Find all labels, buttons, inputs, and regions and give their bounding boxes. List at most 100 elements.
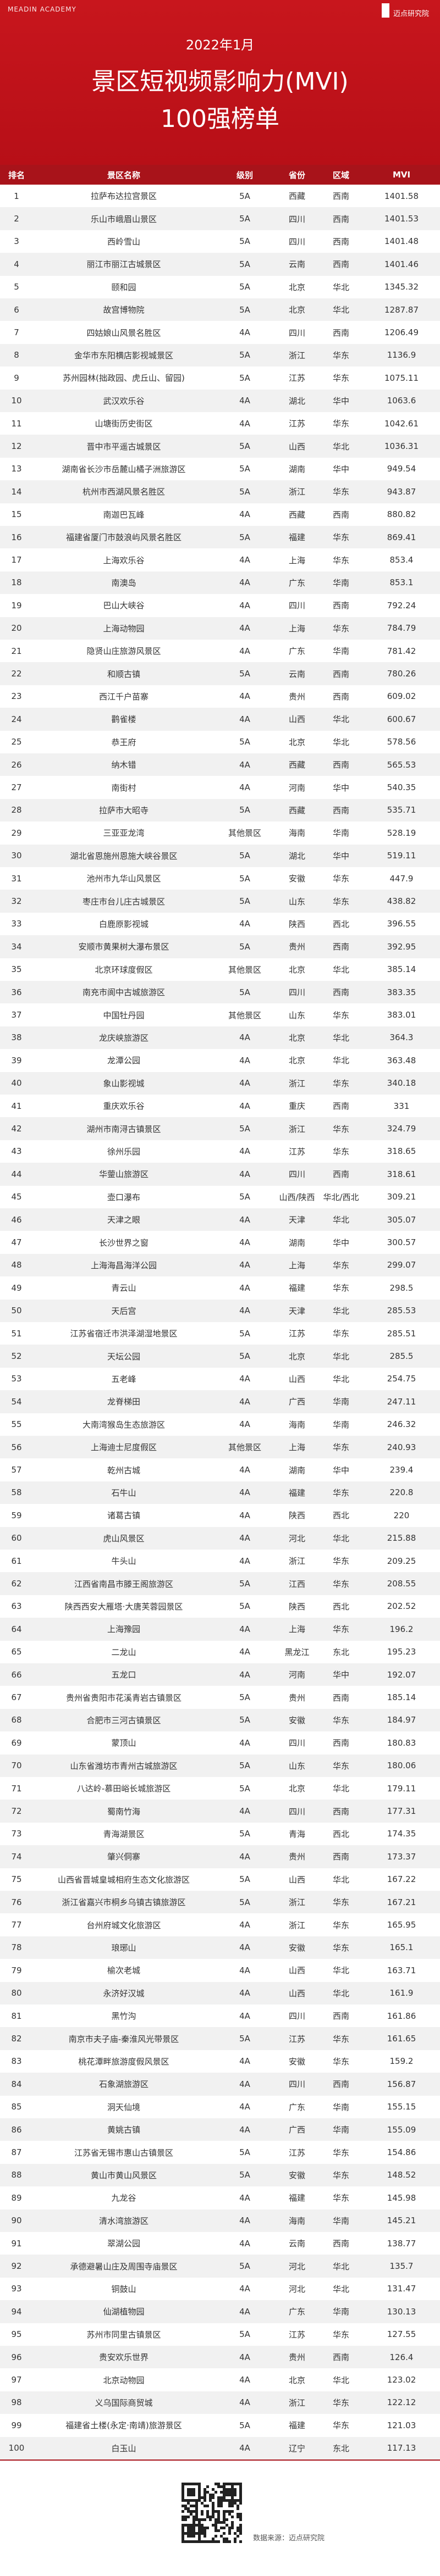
table-row: 16 福建省厦门市鼓浪屿风景名胜区 5A 福建 华东 869.41 (0, 526, 440, 549)
cell: 4A (239, 2238, 250, 2249)
qr-module (217, 2540, 220, 2543)
column-header: 排名 (8, 170, 25, 180)
table-row: 76 浙江省嘉兴市桐乡乌镇古镇旅游区 5A 浙江 华东 167.21 (0, 1891, 440, 1914)
qr-module (190, 2505, 193, 2507)
cell: 北京 (288, 964, 305, 975)
cell: 5A (239, 1351, 250, 1362)
cell: 285.5 (389, 1351, 414, 1362)
cell: 96 (11, 2352, 22, 2362)
table-row: 80 永济好汉城 4A 山西 华北 161.9 (0, 1981, 440, 2005)
cell: 华南 (332, 646, 349, 657)
cell: 华东 (332, 2193, 349, 2203)
cell: 22 (11, 669, 22, 679)
qr-module (187, 2488, 190, 2491)
qr-module (226, 2494, 228, 2496)
header: MEADIN ACADEMY 迈点研究院 2022年1月 景区短视频影响力(MV… (0, 0, 440, 165)
table-row: 52 天坛公园 5A 北京 华北 285.5 (0, 1345, 440, 1368)
cell: 华中 (332, 1670, 349, 1680)
qr-module (231, 2521, 234, 2524)
cell: 华东 (332, 350, 349, 360)
cell: 5 (14, 282, 19, 292)
cell: 西南 (332, 1806, 349, 1817)
qr-module (231, 2505, 234, 2507)
qr-module (209, 2516, 212, 2518)
cell: 华东 (332, 1556, 349, 1567)
cell: 华东 (332, 2056, 349, 2067)
cell: 永济好汉城 (103, 1988, 145, 1998)
table-row: 81 黑竹沟 4A 四川 西南 161.86 (0, 2005, 440, 2027)
cell: 5A (239, 2261, 250, 2272)
cell: 华东 (332, 2170, 349, 2180)
cell: 黑龙江 (284, 1647, 310, 1657)
cell: 239.4 (389, 1465, 414, 1475)
cell: 贵州省贵阳市花溪青岩古镇景区 (65, 1692, 182, 1703)
qr-module (195, 2502, 198, 2505)
cell: 5A (239, 282, 250, 292)
qr-module (184, 2532, 187, 2535)
table-row: 20 上海动物园 4A 上海 华东 784.79 (0, 617, 440, 640)
cell: 华中 (332, 851, 349, 861)
table-row: 78 琅琊山 4A 安徽 华东 165.1 (0, 1936, 440, 1959)
table-row: 34 安顺市黄果树大瀑布景区 5A 贵州 西南 392.95 (0, 935, 440, 958)
cell: 54 (11, 1396, 22, 1407)
cell: 西南 (332, 236, 349, 247)
cell: 四川 (288, 236, 305, 247)
cell: 131.47 (387, 2284, 416, 2294)
cell: 巴山大峡谷 (103, 601, 145, 611)
qr-module (198, 2532, 201, 2535)
qr-module (204, 2491, 206, 2494)
qr-module (182, 2518, 184, 2521)
cell: 185.14 (387, 1692, 416, 1703)
cell: 12 (11, 441, 22, 452)
qr-module (226, 2499, 228, 2502)
cell: 华北 (332, 1966, 349, 1976)
cell: 北京 (288, 737, 305, 747)
qr-module (193, 2535, 195, 2538)
qr-module (220, 2505, 223, 2507)
cell: 江苏省宿迁市洪泽湖湿地景区 (70, 1329, 178, 1339)
cell: 华东 (332, 1329, 349, 1339)
cell: 363.48 (387, 1055, 416, 1065)
qr-module (206, 2510, 209, 2513)
cell: 11 (11, 418, 22, 429)
cell: 167.22 (387, 1874, 416, 1885)
cell: 琅琊山 (111, 1942, 136, 1953)
cell: 仙湖植物园 (103, 2307, 145, 2317)
cell: 44 (11, 1169, 22, 1179)
cell: 广西 (288, 1397, 305, 1407)
qr-module (228, 2502, 231, 2505)
cell: 73 (11, 1829, 22, 1839)
qr-module (234, 2502, 237, 2505)
cell: 13 (11, 464, 22, 474)
cell: 西南 (332, 760, 349, 770)
qr-module (215, 2527, 217, 2529)
cell: 5A (239, 1715, 250, 1725)
qr-module (204, 2529, 206, 2532)
cell: 华北 (332, 714, 349, 725)
cell: 1401.58 (384, 191, 419, 201)
cell: 江苏 (288, 1329, 305, 1339)
cell: 130.13 (387, 2306, 416, 2317)
cell: 南迦巴瓦峰 (103, 509, 145, 520)
cell: 4A (239, 1533, 250, 1544)
qr-module (190, 2540, 193, 2543)
cell: 华东 (332, 1761, 349, 1771)
qr-module (234, 2538, 237, 2540)
cell: 1 (14, 191, 19, 201)
qr-module (190, 2527, 193, 2529)
table-row: 77 台州府城文化旅游区 4A 浙江 华东 165.95 (0, 1913, 440, 1936)
table-row: 51 江苏省宿迁市洪泽湖湿地景区 5A 江苏 华东 285.51 (0, 1322, 440, 1345)
qr-module (187, 2494, 190, 2496)
cell: 西南 (332, 2011, 349, 2022)
cell: 华东 (332, 896, 349, 907)
cell: 4A (239, 327, 250, 338)
cell: 华北 (332, 1374, 349, 1384)
table-row: 71 八达岭-慕田峪长城旅游区 5A 北京 华北 179.11 (0, 1777, 440, 1800)
cell: 华中 (332, 1237, 349, 1248)
cell: 浙江 (288, 1556, 305, 1567)
table-row: 55 大南湾猴岛生态旅游区 4A 海南 华南 246.32 (0, 1413, 440, 1436)
qr-module (231, 2510, 234, 2513)
cell: 4A (239, 1465, 250, 1475)
cell: 乾州古城 (107, 1465, 140, 1475)
cell: 福建 (288, 532, 305, 543)
